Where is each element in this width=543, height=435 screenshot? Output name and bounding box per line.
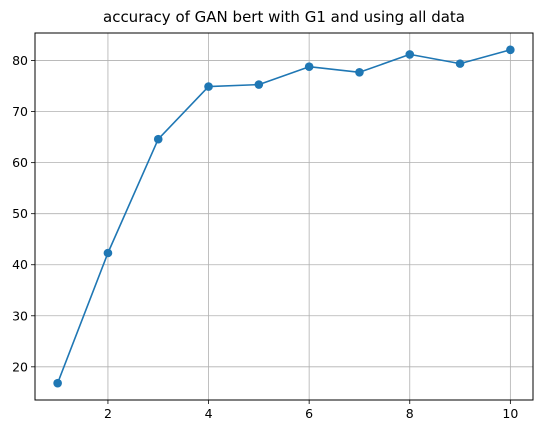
x-tick-label: 8 [406,406,414,421]
series-line [56,49,511,384]
y-tick-label: 20 [12,359,28,374]
grid-lines [35,33,533,400]
axis-ticks: 2 4 6 8 10 20 30 40 50 60 70 80 [12,53,518,421]
data-point [103,248,113,258]
y-tick-label: 30 [12,308,28,323]
y-tick-label: 60 [12,155,28,170]
data-point [153,134,163,144]
y-tick-label: 50 [12,206,28,221]
data-point [455,59,465,68]
x-tick-label: 2 [104,406,112,421]
data-point [204,82,213,91]
x-tick-label: 4 [205,406,213,421]
y-tick-label: 40 [12,257,28,272]
x-tick-label: 6 [305,406,313,421]
data-point [506,45,515,55]
y-tick-label: 80 [12,53,28,68]
data-point [355,68,364,77]
series-layer [53,45,515,388]
data-point [254,80,264,89]
plot-frame [34,32,534,401]
y-tick-label: 70 [12,104,28,119]
data-point [405,50,415,59]
data-point [304,62,314,71]
data-point [53,378,62,388]
x-tick-label: 10 [502,406,518,421]
chart-title: accuracy of GAN bert with G1 and using a… [103,8,465,26]
